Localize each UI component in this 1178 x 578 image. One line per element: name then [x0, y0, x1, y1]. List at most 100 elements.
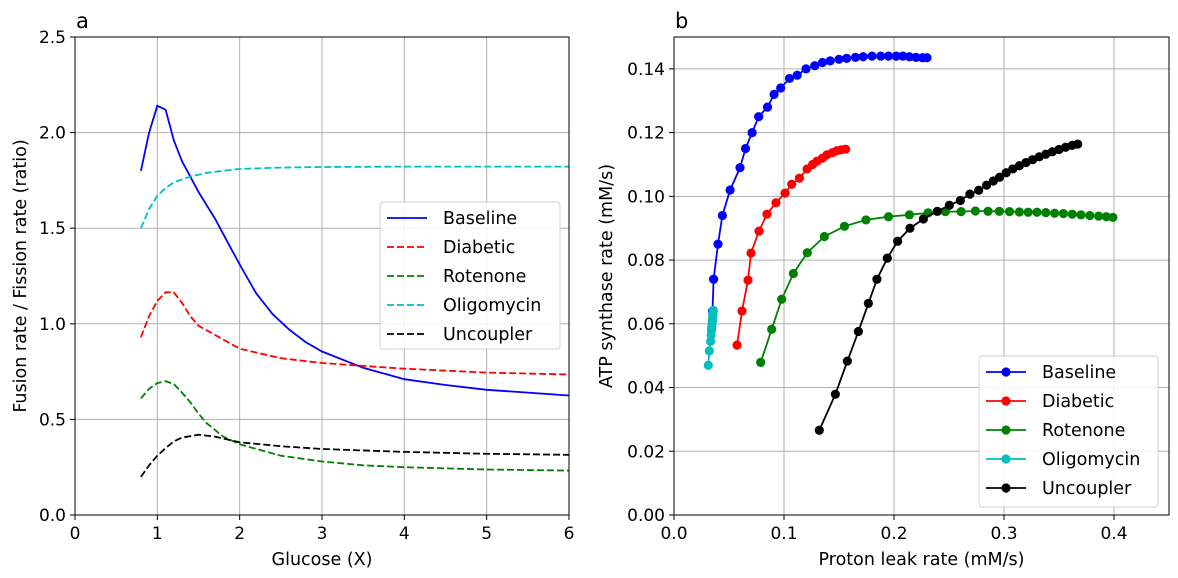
legend-label: Baseline [1042, 363, 1116, 383]
legend-item: Uncoupler [387, 325, 533, 345]
legend-marker [1001, 483, 1011, 493]
data-point [1094, 211, 1104, 221]
x-tick-label: 0.0 [660, 524, 687, 544]
data-point [853, 326, 863, 337]
series-line [140, 291, 569, 376]
data-point [974, 185, 984, 195]
data-point [1067, 209, 1077, 219]
data-point [918, 214, 928, 224]
data-point [788, 268, 798, 279]
series-line [140, 433, 569, 478]
y-tick-label: 1.5 [39, 219, 66, 239]
x-axis-label: Glucose (X) [272, 550, 373, 570]
legend-item: Oligomycin [387, 296, 541, 316]
series-oligomycin [703, 305, 718, 370]
data-point [801, 64, 811, 74]
data-point [810, 61, 820, 71]
x-axis-label: Proton leak rate (mM/s) [819, 550, 1025, 570]
series-line [140, 380, 569, 472]
data-point [905, 223, 915, 233]
data-point [762, 209, 772, 219]
x-tick-label: 0 [70, 524, 81, 544]
series-rotenone [756, 206, 1118, 367]
legend-label: Rotenone [1042, 421, 1125, 441]
data-point [904, 210, 915, 220]
panel-b: 0.0 0.1 0.2 0.3 0.4 0.00 0.02 0.04 0.06 0.08 0.10 0… [597, 9, 1170, 570]
y-axis-label: ATP synthase rate (mM/s) [597, 164, 617, 388]
series-line [711, 55, 927, 312]
data-point [762, 102, 773, 112]
legend-item: Oligomycin [986, 450, 1140, 470]
legend-label: Baseline [443, 209, 517, 229]
x-tick-label: 2 [234, 524, 245, 544]
series-uncoupler [140, 433, 569, 478]
data-point [740, 143, 751, 154]
data-point [746, 248, 756, 258]
data-point [861, 215, 871, 225]
data-point [780, 188, 790, 198]
data-point [794, 173, 805, 183]
y-tick-label: 0.06 [627, 315, 665, 335]
data-point [704, 346, 714, 356]
data-point [922, 53, 932, 63]
data-point [709, 274, 719, 284]
data-point [825, 56, 835, 66]
data-point [863, 298, 873, 309]
legend-item: Baseline [387, 209, 517, 229]
y-tick-label: 1.0 [39, 315, 66, 335]
y-tick-label: 0.02 [627, 442, 665, 462]
series-line [759, 210, 1113, 363]
legend-label: Diabetic [443, 238, 515, 258]
data-point [756, 357, 766, 367]
data-point [814, 425, 824, 435]
series-uncoupler [814, 139, 1083, 435]
data-point [1041, 207, 1051, 218]
legend-marker [1001, 396, 1011, 406]
data-point [747, 128, 757, 138]
legend-label: Rotenone [443, 267, 526, 287]
data-point [708, 305, 718, 316]
data-point [956, 207, 966, 217]
series-diabetic [732, 144, 851, 350]
data-point [703, 360, 713, 370]
data-point [883, 212, 894, 222]
data-point [1050, 208, 1060, 218]
y-tick-label: 2.5 [39, 28, 66, 48]
data-point [1085, 210, 1095, 221]
series-baseline [707, 51, 932, 316]
panel-label: a [76, 9, 89, 33]
data-point [842, 356, 852, 366]
data-point [743, 275, 753, 285]
y-tick-label: 0.12 [627, 124, 665, 144]
data-point [754, 112, 764, 122]
data-point [891, 51, 901, 61]
panel-a: 0 1 2 3 4 5 6 0.0 0.5 1.0 1.5 2.0 2.5 Glucose (X) Fusi… [11, 9, 574, 570]
data-point [882, 253, 892, 263]
data-point [776, 83, 786, 93]
data-point [965, 189, 975, 199]
data-point [911, 52, 921, 62]
axes-frame [74, 36, 570, 516]
legend-label: Uncoupler [443, 325, 533, 345]
legend-item: Uncoupler [986, 479, 1132, 499]
y-tick-label: 2.0 [39, 124, 66, 144]
data-point [982, 180, 992, 190]
series-line [736, 148, 846, 346]
data-point [970, 206, 981, 216]
data-point [819, 231, 829, 242]
legend-item: Rotenone [986, 421, 1125, 441]
legend-label: Oligomycin [1042, 450, 1140, 470]
data-point [737, 306, 747, 316]
legend-item: Diabetic [387, 238, 515, 258]
x-tick-label: 4 [399, 524, 410, 544]
data-point [1014, 207, 1024, 217]
data-point [735, 163, 745, 173]
data-point [995, 172, 1005, 182]
series-diabetic [140, 291, 569, 376]
axes-frame [673, 36, 1170, 516]
plot-area [140, 104, 569, 478]
data-point [883, 51, 894, 61]
y-tick-label: 0.0 [39, 506, 66, 526]
data-point [944, 200, 954, 210]
data-point [732, 340, 742, 350]
